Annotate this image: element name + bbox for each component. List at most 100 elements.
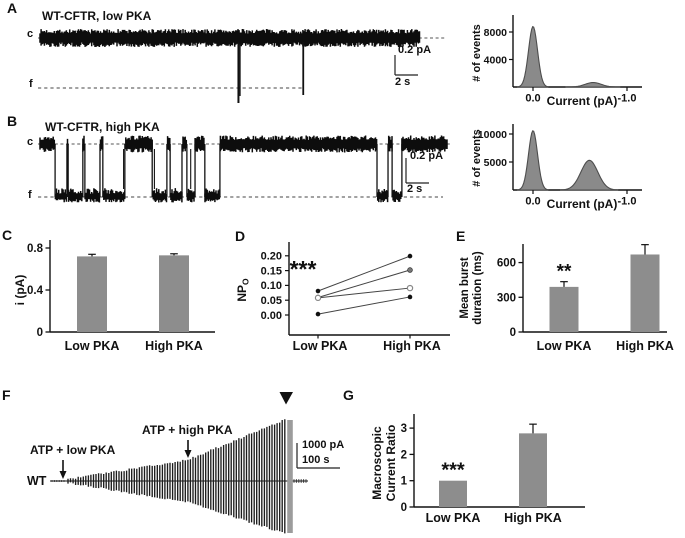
bar-high-pka xyxy=(519,433,547,507)
x-axis-label: Current (pA) xyxy=(547,197,618,211)
open-level-label-a: f xyxy=(29,78,33,90)
x-tick-label: 0.0 xyxy=(525,196,540,208)
flicker-lines xyxy=(123,149,192,189)
category-label: Low PKA xyxy=(65,339,120,353)
significance-stars: *** xyxy=(290,256,317,282)
y-tick-label: 0.4 xyxy=(27,285,44,297)
significance-stars: *** xyxy=(441,460,465,482)
y-tick-label: 1 xyxy=(401,476,408,488)
time-point-arrowhead xyxy=(279,392,293,405)
scalebar-time-label-f: 100 s xyxy=(302,454,330,466)
arrowhead-high-pka xyxy=(184,450,192,458)
panel-e-barchart: 0 300 600 Low PKA ** High PKA Mean burst durati… xyxy=(459,244,674,353)
pair-line xyxy=(317,296,411,315)
y-axis-label: i (pA) xyxy=(13,275,27,306)
y-axis-label: Current Ratio xyxy=(384,425,398,502)
closed-noise-band xyxy=(39,29,421,47)
category-label: Low PKA xyxy=(293,339,348,353)
pair-line xyxy=(317,287,411,299)
panel-label-d: D xyxy=(235,228,246,244)
panel-label-a: A xyxy=(7,0,18,16)
y-axis-label: Mean burst xyxy=(459,257,471,319)
y-axis-label: NPO xyxy=(235,278,251,302)
panel-c-barchart: 0 0.4 0.8 Low PKA High PKA i (pA) xyxy=(13,240,215,353)
y-tick-label: 0 xyxy=(401,502,407,514)
panel-f-trace xyxy=(50,392,340,534)
y-axis-label: Macroscopic xyxy=(370,426,384,500)
bar-high-pka xyxy=(159,255,189,332)
annotation-atp-high-pka: ATP + high PKA xyxy=(142,423,233,437)
bar-low-pka xyxy=(77,256,107,332)
panel-b-trace xyxy=(38,135,450,203)
category-label: High PKA xyxy=(504,511,562,525)
final-sweep-band xyxy=(287,420,293,533)
y-tick-label: 0 xyxy=(37,327,43,339)
scalebar-time-label-b: 2 s xyxy=(407,183,423,195)
closed-level-label-b: c xyxy=(27,136,34,148)
y-axis-label: duration (ms) xyxy=(472,251,484,325)
panel-label-f: F xyxy=(2,387,11,403)
marker-filled-circle xyxy=(407,294,413,300)
scalebar-current-label-f: 1000 pA xyxy=(302,439,345,451)
panel-a-title: WT-CFTR, low PKA xyxy=(42,9,152,23)
open-noise-band xyxy=(54,188,402,203)
pair-line xyxy=(317,255,411,292)
category-label: High PKA xyxy=(383,339,441,353)
arrowhead-low-pka xyxy=(59,471,67,479)
pair-line xyxy=(317,269,411,299)
y-axis-label: # of events xyxy=(471,129,483,186)
y-tick-label: 300 xyxy=(497,292,516,304)
panel-b-title: WT-CFTR, high PKA xyxy=(45,120,160,134)
x-axis-label: Current (pA) xyxy=(547,94,618,108)
y-tick-label: 0.10 xyxy=(261,280,282,292)
category-label: Low PKA xyxy=(426,511,481,525)
wt-label: WT xyxy=(27,474,47,488)
annotation-atp-low-pka: ATP + low PKA xyxy=(30,443,116,457)
y-tick-label: 0 xyxy=(510,327,516,339)
marker-filled-circle xyxy=(315,311,321,317)
marker-gray-circle xyxy=(407,267,413,273)
y-tick-label: 2 xyxy=(401,449,407,461)
scalebar-time-label-a: 2 s xyxy=(395,76,411,88)
marker-open-circle xyxy=(314,294,322,302)
open-level-label-b: f xyxy=(28,189,32,201)
histogram-peak xyxy=(565,81,621,88)
bar-low-pka xyxy=(549,286,579,332)
closed-level-label-a: c xyxy=(27,28,34,40)
panel-label-c: C xyxy=(2,227,13,243)
histogram-peak xyxy=(560,159,619,191)
scalebar-current-label-b: 0.2 pA xyxy=(410,150,444,162)
closed-noise-band xyxy=(39,135,448,153)
histogram-peak xyxy=(517,25,549,88)
current-sweep-comb xyxy=(67,419,286,534)
bar-high-pka xyxy=(630,254,660,332)
marker-open-circle xyxy=(406,284,414,292)
y-tick-label: 0.15 xyxy=(261,265,282,277)
x-tick-label: 0.0 xyxy=(525,93,540,105)
y-tick-label: 0.00 xyxy=(261,310,282,322)
panel-d-lineplot: 0.00 0.05 0.10 0.15 0.20 *** Low PKA High PKA NP… xyxy=(235,242,450,353)
y-tick-label: 8000 xyxy=(484,27,508,39)
scalebar-current-label-a: 0.2 pA xyxy=(398,44,432,56)
marker-filled-circle xyxy=(407,253,413,259)
y-tick-label: 4000 xyxy=(484,54,508,66)
histogram-peak xyxy=(517,130,549,191)
panel-label-b: B xyxy=(7,113,18,129)
y-tick-label: 10000 xyxy=(478,129,507,141)
y-tick-label: 5000 xyxy=(484,157,508,169)
y-axis-label: # of events xyxy=(471,24,483,81)
panel-label-e: E xyxy=(456,228,466,244)
category-label: High PKA xyxy=(616,339,674,353)
y-tick-label: 0.05 xyxy=(261,295,282,307)
y-tick-label: 0.20 xyxy=(261,251,282,263)
marker-filled-circle xyxy=(315,288,321,294)
y-tick-label: 3 xyxy=(401,423,407,435)
y-tick-label: 600 xyxy=(497,258,516,270)
category-label: Low PKA xyxy=(537,339,592,353)
panel-g-barchart: 0 1 2 3 Low PKA *** High PKA Macroscopic Current… xyxy=(370,414,585,525)
panel-a-trace xyxy=(38,29,445,103)
significance-stars: ** xyxy=(557,262,572,283)
